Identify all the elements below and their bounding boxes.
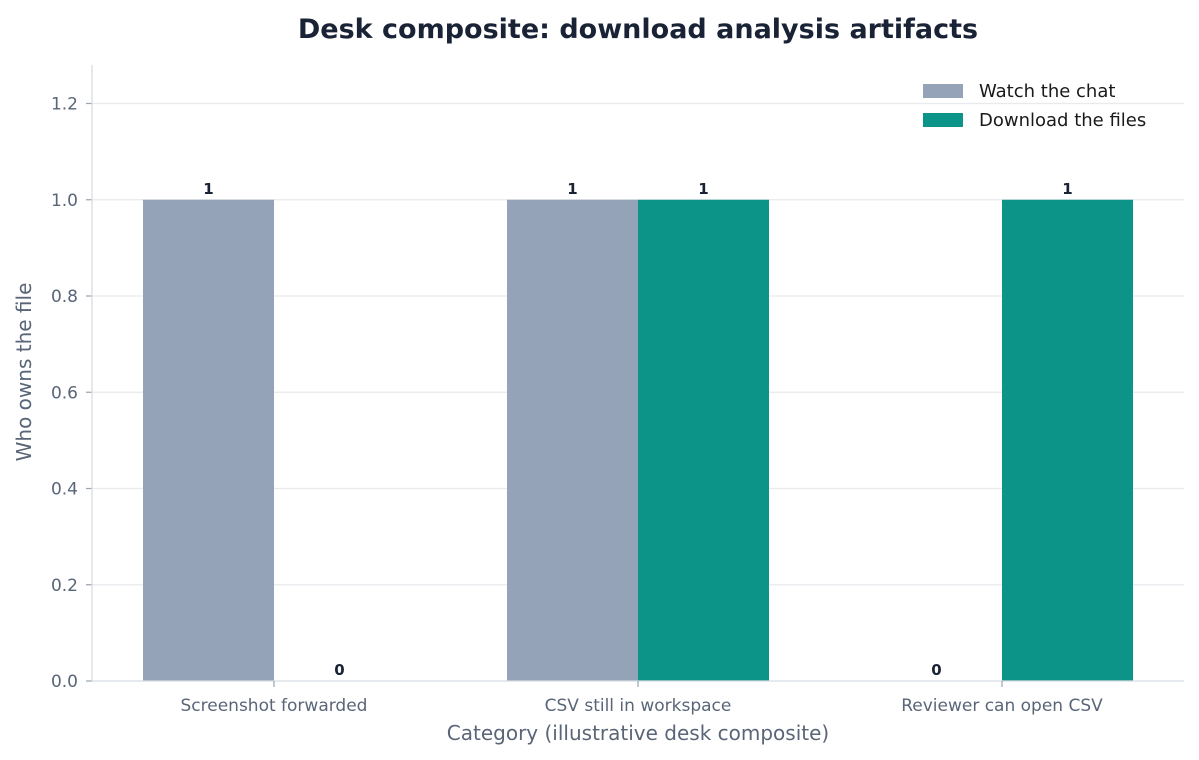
y-tick-label: 0.4 bbox=[51, 480, 78, 500]
x-tick-label: Reviewer can open CSV bbox=[901, 696, 1103, 716]
legend-label: Download the files bbox=[979, 110, 1146, 131]
legend-swatch bbox=[923, 84, 963, 98]
y-tick-label: 0.8 bbox=[51, 287, 78, 307]
y-tick-label: 1.2 bbox=[51, 95, 78, 115]
y-tick-label: 1.0 bbox=[51, 191, 78, 211]
bar bbox=[507, 199, 638, 681]
y-tick-label: 0.2 bbox=[51, 576, 78, 596]
axes: 0.0 0.2 0.4 0.6 0.8 1.0 1.2 Screenshot forwarde… bbox=[51, 65, 1184, 716]
bar-value-label: 1 bbox=[1062, 180, 1072, 198]
bars bbox=[143, 199, 1133, 681]
chart-title: Desk composite: download analysis artifa… bbox=[298, 14, 978, 45]
x-axis-label: Category (illustrative desk composite) bbox=[447, 721, 829, 745]
y-tick-label: 0.0 bbox=[51, 672, 78, 692]
bar bbox=[1002, 199, 1133, 681]
bar bbox=[638, 199, 769, 681]
bar-value-label: 0 bbox=[334, 661, 344, 679]
bar-value-label: 1 bbox=[203, 180, 213, 198]
y-tick-label: 0.6 bbox=[51, 383, 78, 403]
x-tick-label: CSV still in workspace bbox=[545, 696, 732, 716]
data-labels: 1 0 1 1 0 1 bbox=[203, 180, 1072, 679]
bar-value-label: 0 bbox=[931, 661, 941, 679]
bar bbox=[143, 199, 274, 681]
legend-label: Watch the chat bbox=[979, 81, 1115, 102]
legend-swatch bbox=[923, 113, 963, 127]
bar-value-label: 1 bbox=[567, 180, 577, 198]
x-tick-label: Screenshot forwarded bbox=[181, 696, 368, 716]
bar-value-label: 1 bbox=[698, 180, 708, 198]
legend: Watch the chat Download the files bbox=[923, 81, 1146, 131]
y-axis-label: Who owns the file bbox=[12, 283, 36, 462]
